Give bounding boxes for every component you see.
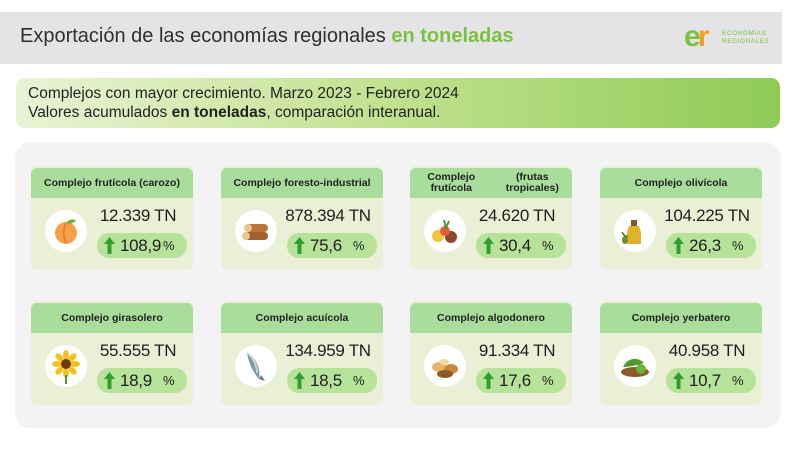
- cotton-seeds-icon: [424, 345, 466, 387]
- up-arrow-icon: [294, 372, 305, 389]
- card-2: Complejo foresto-industrial 878.394 TN 75,…: [221, 166, 383, 270]
- logo: er ECONOMÍAS REGIONALES: [684, 20, 774, 58]
- up-arrow-icon: [104, 237, 115, 254]
- tonnage-value: 24.620 TN: [478, 206, 556, 225]
- growth-pill: 18,5%: [287, 368, 377, 393]
- card-7: Complejo algodonero 91.334 TN 17,6%: [410, 301, 572, 405]
- card-8: Complejo yerbatero 40.958 TN 10,7%: [600, 301, 762, 405]
- percent-symbol: %: [353, 373, 365, 388]
- header-bar: Exportación de las economías regionales …: [0, 12, 782, 64]
- growth-value: 30,4: [499, 236, 531, 255]
- card-6: Complejo acuícola 134.959 TN 18,5%: [221, 301, 383, 405]
- logs-icon: [235, 210, 277, 252]
- tonnage-value: 91.334 TN: [478, 341, 556, 360]
- card-label: Complejo foresto-industrial: [221, 168, 383, 198]
- card-5: Complejo girasolero 55.555 TN 18,9%: [31, 301, 193, 405]
- growth-value: 26,3: [689, 236, 721, 255]
- tonnage-value: 878.394 TN: [285, 206, 371, 225]
- card-label: Complejo algodonero: [410, 303, 572, 333]
- up-arrow-icon: [104, 372, 115, 389]
- card-label: Complejo olivícola: [600, 168, 762, 198]
- growth-pill: 75,6%: [287, 233, 377, 258]
- title-text: Exportación de las economías regionales: [20, 25, 386, 47]
- card-label: Complejo girasolero: [31, 303, 193, 333]
- up-arrow-icon: [294, 237, 305, 254]
- percent-symbol: %: [542, 373, 554, 388]
- tonnage-value: 55.555 TN: [99, 341, 177, 360]
- tonnage-value: 104.225 TN: [664, 206, 750, 225]
- title-highlight: en toneladas: [391, 25, 514, 47]
- growth-value: 75,6: [310, 236, 342, 255]
- card-4: Complejo olivícola 104.225 TN 26,3%: [600, 166, 762, 270]
- card-label: Complejo yerbatero: [600, 303, 762, 333]
- growth-pill: 18,9%: [97, 368, 187, 393]
- percent-symbol: %: [353, 238, 365, 253]
- card-label: Complejo acuícola: [221, 303, 383, 333]
- growth-pill: 10,7%: [666, 368, 756, 393]
- up-arrow-icon: [483, 372, 494, 389]
- growth-value: 17,6: [499, 371, 531, 390]
- olive-oil-icon: [614, 210, 656, 252]
- logo-mark: er: [684, 20, 709, 53]
- card-label: Complejo frutícola (frutas tropicales): [410, 168, 572, 198]
- card-3: Complejo frutícola (frutas tropicales) 24.…: [410, 166, 572, 270]
- sunflower-icon: [45, 345, 87, 387]
- percent-symbol: %: [163, 238, 175, 253]
- percent-symbol: %: [732, 373, 744, 388]
- percent-symbol: %: [163, 373, 175, 388]
- fish-icon: [235, 345, 277, 387]
- page-title: Exportación de las economías regionales …: [20, 25, 514, 48]
- growth-value: 18,9: [120, 371, 152, 390]
- tonnage-value: 134.959 TN: [285, 341, 371, 360]
- banner-line-2: Valores acumulados en toneladas, compara…: [28, 104, 441, 121]
- logo-text: ECONOMÍAS REGIONALES: [722, 30, 770, 45]
- tonnage-value: 12.339 TN: [99, 206, 177, 225]
- growth-pill: 17,6%: [476, 368, 566, 393]
- growth-pill: 30,4%: [476, 233, 566, 258]
- up-arrow-icon: [673, 372, 684, 389]
- subtitle-banner: Complejos con mayor crecimiento. Marzo 2…: [16, 78, 780, 128]
- growth-value: 108,9: [120, 236, 162, 255]
- growth-pill: 26,3%: [666, 233, 756, 258]
- tropical-fruits-icon: [424, 210, 466, 252]
- growth-value: 18,5: [310, 371, 342, 390]
- percent-symbol: %: [732, 238, 744, 253]
- tonnage-value: 40.958 TN: [668, 341, 746, 360]
- growth-pill: 108,9%: [97, 233, 187, 258]
- card-label: Complejo frutícola (carozo): [31, 168, 193, 198]
- banner-line-1: Complejos con mayor crecimiento. Marzo 2…: [28, 85, 459, 102]
- up-arrow-icon: [673, 237, 684, 254]
- growth-value: 10,7: [689, 371, 721, 390]
- up-arrow-icon: [483, 237, 494, 254]
- yerba-mate-icon: [614, 345, 656, 387]
- card-1: Complejo frutícola (carozo) 12.339 TN 108,…: [31, 166, 193, 270]
- peach-icon: [45, 210, 87, 252]
- percent-symbol: %: [542, 238, 554, 253]
